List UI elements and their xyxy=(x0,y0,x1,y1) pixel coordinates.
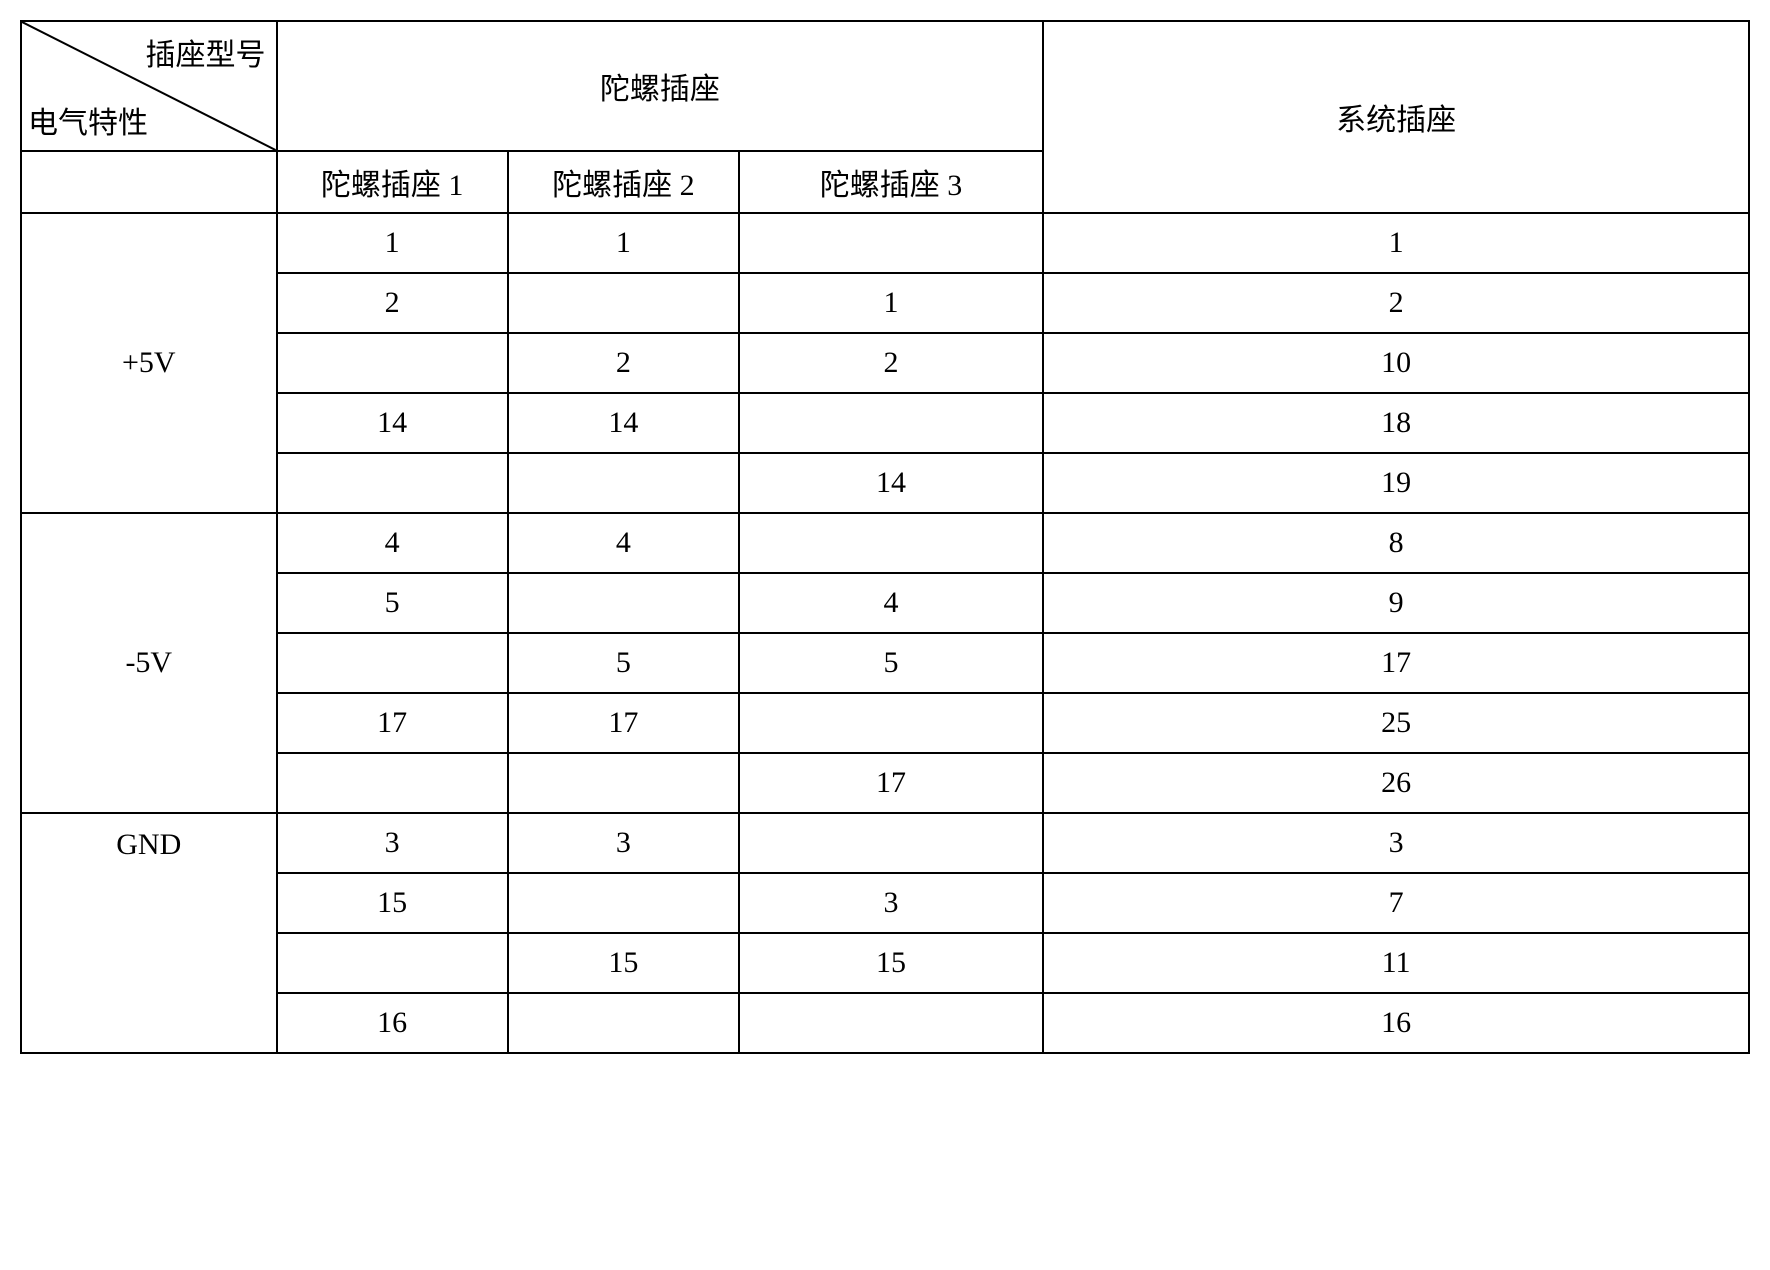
cell xyxy=(277,453,508,513)
cell: 26 xyxy=(1043,753,1749,813)
cell: 2 xyxy=(508,333,739,393)
cell: 15 xyxy=(277,873,508,933)
cell: 14 xyxy=(739,453,1043,513)
cell: 4 xyxy=(508,513,739,573)
cell: 16 xyxy=(1043,993,1749,1053)
cell: 14 xyxy=(277,393,508,453)
table-row: 14 19 xyxy=(21,453,1749,513)
cell: 15 xyxy=(739,933,1043,993)
header-empty-cell xyxy=(21,151,277,213)
table-row: 15 15 11 xyxy=(21,933,1749,993)
cell: 1 xyxy=(277,213,508,273)
system-socket-header: 系统插座 xyxy=(1043,21,1749,213)
cell: 17 xyxy=(1043,633,1749,693)
table-row: 15 3 7 xyxy=(21,873,1749,933)
cell xyxy=(508,993,739,1053)
table-row: 16 16 xyxy=(21,993,1749,1053)
table-row: 14 14 18 xyxy=(21,393,1749,453)
cell: 10 xyxy=(1043,333,1749,393)
group-label-gnd: GND xyxy=(21,813,277,1053)
cell xyxy=(739,993,1043,1053)
table-row: -5V 4 4 8 xyxy=(21,513,1749,573)
cell xyxy=(739,513,1043,573)
cell: 18 xyxy=(1043,393,1749,453)
cell: 19 xyxy=(1043,453,1749,513)
cell: 3 xyxy=(277,813,508,873)
cell: 2 xyxy=(277,273,508,333)
cell: 9 xyxy=(1043,573,1749,633)
cell: 2 xyxy=(739,333,1043,393)
cell: 17 xyxy=(277,693,508,753)
table-row: GND 3 3 3 xyxy=(21,813,1749,873)
gyro-socket-header: 陀螺插座 xyxy=(277,21,1044,151)
table-row: 2 1 2 xyxy=(21,273,1749,333)
gyro-socket-2-header: 陀螺插座 2 xyxy=(508,151,739,213)
table-row: 2 2 10 xyxy=(21,333,1749,393)
group-label-plus5v: +5V xyxy=(21,213,277,513)
cell xyxy=(508,273,739,333)
cell: 2 xyxy=(1043,273,1749,333)
socket-table: 插座型号 电气特性 陀螺插座 系统插座 陀螺插座 1 陀螺插座 2 陀螺插座 3… xyxy=(20,20,1750,1054)
table-row: 5 4 9 xyxy=(21,573,1749,633)
cell: 3 xyxy=(739,873,1043,933)
cell: 3 xyxy=(508,813,739,873)
cell xyxy=(739,393,1043,453)
cell xyxy=(508,753,739,813)
diagonal-header-cell: 插座型号 电气特性 xyxy=(21,21,277,151)
cell: 16 xyxy=(277,993,508,1053)
cell: 1 xyxy=(508,213,739,273)
cell: 5 xyxy=(739,633,1043,693)
cell xyxy=(508,873,739,933)
cell: 5 xyxy=(508,633,739,693)
diagonal-bottom-label: 电气特性 xyxy=(28,98,148,142)
cell xyxy=(277,333,508,393)
cell: 25 xyxy=(1043,693,1749,753)
cell xyxy=(508,453,739,513)
cell xyxy=(739,693,1043,753)
cell: 17 xyxy=(508,693,739,753)
cell: 4 xyxy=(277,513,508,573)
cell: 17 xyxy=(739,753,1043,813)
cell: 15 xyxy=(508,933,739,993)
gyro-socket-1-header: 陀螺插座 1 xyxy=(277,151,508,213)
cell: 1 xyxy=(739,273,1043,333)
socket-table-container: 插座型号 电气特性 陀螺插座 系统插座 陀螺插座 1 陀螺插座 2 陀螺插座 3… xyxy=(20,20,1750,1054)
table-row: 17 17 25 xyxy=(21,693,1749,753)
cell xyxy=(739,213,1043,273)
cell xyxy=(277,753,508,813)
cell: 5 xyxy=(277,573,508,633)
table-row: 17 26 xyxy=(21,753,1749,813)
cell xyxy=(277,633,508,693)
cell xyxy=(277,933,508,993)
cell xyxy=(508,573,739,633)
cell: 8 xyxy=(1043,513,1749,573)
cell: 7 xyxy=(1043,873,1749,933)
table-row: +5V 1 1 1 xyxy=(21,213,1749,273)
diagonal-top-label: 插座型号 xyxy=(146,30,266,74)
gyro-socket-3-header: 陀螺插座 3 xyxy=(739,151,1043,213)
cell: 1 xyxy=(1043,213,1749,273)
cell xyxy=(739,813,1043,873)
cell: 14 xyxy=(508,393,739,453)
cell: 11 xyxy=(1043,933,1749,993)
table-row: 5 5 17 xyxy=(21,633,1749,693)
group-label-minus5v: -5V xyxy=(21,513,277,813)
header-row-1: 插座型号 电气特性 陀螺插座 系统插座 xyxy=(21,21,1749,151)
cell: 4 xyxy=(739,573,1043,633)
cell: 3 xyxy=(1043,813,1749,873)
